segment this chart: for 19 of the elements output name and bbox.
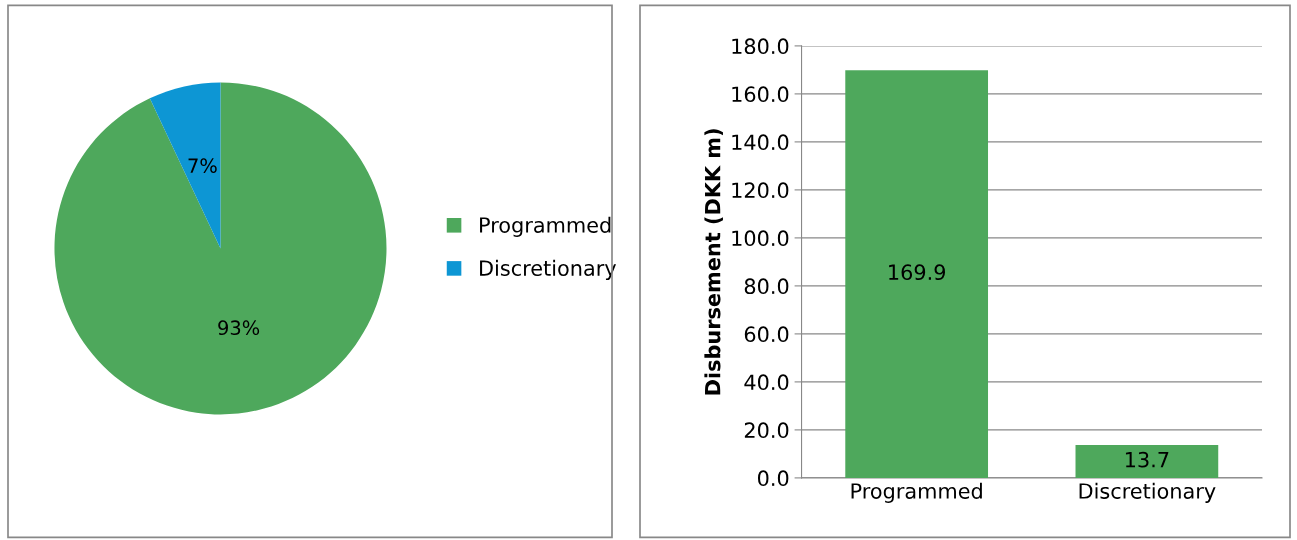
y-tick-label: 100.0 [732, 230, 789, 247]
y-tick-label: 140.0 [732, 134, 789, 151]
y-tick-label: 0.0 [757, 470, 789, 487]
pie-slice [149, 82, 221, 249]
data-label: 13.7 [1125, 451, 1169, 468]
pie-slice [54, 82, 387, 415]
y-axis-title: Disbursement (DKK m) [704, 129, 723, 395]
data-label: 93% [218, 320, 260, 336]
y-tick-label: 80.0 [744, 278, 789, 295]
data-label: 169.9 [889, 264, 946, 281]
y-tick-label: 40.0 [744, 374, 789, 391]
y-tick-label: 20.0 [744, 422, 789, 439]
y-tick-label: 160.0 [732, 86, 789, 103]
y-tick-label: 60.0 [744, 326, 789, 343]
legend-label: Discretionary [480, 259, 617, 281]
legend-label: Programmed [480, 216, 611, 237]
data-label: 7% [188, 158, 217, 174]
y-tick-label: 120.0 [732, 182, 789, 199]
y-tick-label: 180.0 [732, 38, 789, 55]
